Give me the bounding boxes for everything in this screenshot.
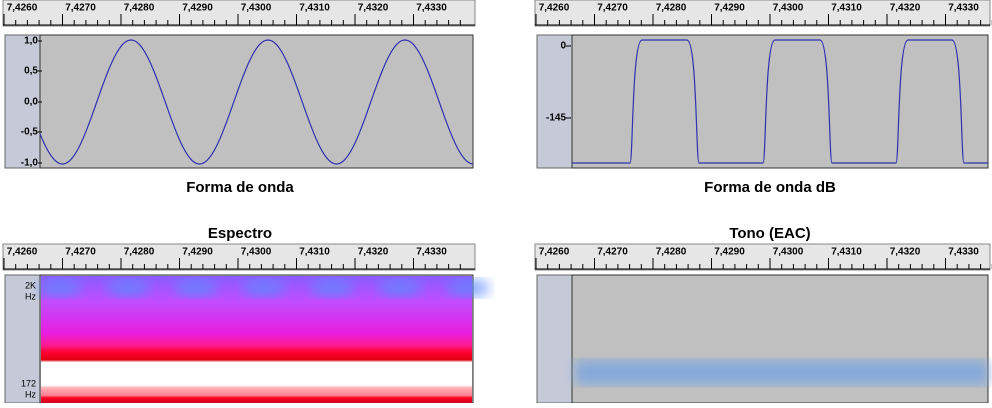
ruler-label: 7,4290: [714, 3, 745, 14]
ruler-label: 7,4270: [65, 3, 96, 14]
ruler-label: 7,4320: [358, 247, 389, 258]
track-plot: [571, 34, 989, 169]
ruler-label: 7,4260: [7, 247, 38, 258]
caption: Espectro: [208, 225, 272, 242]
ruler-label: 7,4280: [656, 247, 687, 258]
ruler-label: 7,4310: [831, 247, 862, 258]
track-label-area: [4, 34, 41, 169]
spectrum-blob: [378, 279, 422, 297]
ruler-label: 7,4330: [948, 247, 979, 258]
spectrum-blob: [446, 279, 490, 297]
y-label: 0: [560, 41, 566, 52]
pitch-band: [575, 360, 988, 385]
ruler-label: 7,4300: [773, 247, 804, 258]
ruler-label: 7,4260: [539, 247, 570, 258]
y-label: Hz: [25, 389, 36, 399]
ruler-label: 7,4280: [124, 3, 155, 14]
ruler-label: 7,4260: [7, 3, 38, 14]
y-label: 1,0: [24, 36, 38, 47]
y-label: -145: [546, 113, 566, 124]
ruler: [534, 243, 991, 271]
y-label: Hz: [25, 291, 36, 301]
ruler-label: 7,4290: [182, 247, 213, 258]
spectrum-blob: [174, 279, 218, 297]
y-label: 0,5: [24, 66, 38, 77]
y-label: 2K: [25, 280, 36, 290]
caption: Forma de onda dB: [704, 179, 836, 196]
ruler-label: 7,4300: [773, 3, 804, 14]
caption: Forma de onda: [186, 179, 294, 196]
ruler-label: 7,4270: [65, 247, 96, 258]
y-label: 0,0: [24, 97, 38, 108]
y-label: -0,5: [21, 127, 39, 138]
y-label: 172: [21, 378, 36, 388]
ruler-label: 7,4300: [241, 3, 272, 14]
ruler-label: 7,4300: [241, 247, 272, 258]
ruler-label: 7,4270: [597, 3, 628, 14]
ruler-label: 7,4320: [890, 247, 921, 258]
ruler-label: 7,4270: [597, 247, 628, 258]
ruler-label: 7,4290: [182, 3, 213, 14]
waveform: [39, 39, 474, 165]
y-label: -1,0: [21, 158, 39, 169]
ruler-label: 7,4280: [124, 247, 155, 258]
track-label-area: [536, 34, 573, 169]
ruler-label: 7,4310: [831, 3, 862, 14]
ruler-label: 7,4330: [416, 247, 447, 258]
spectrogram: [41, 276, 472, 403]
ruler-label: 7,4320: [890, 3, 921, 14]
ruler-label: 7,4290: [714, 247, 745, 258]
spectrum-blob: [310, 279, 354, 297]
spectrum-blob: [106, 279, 150, 297]
ruler-label: 7,4320: [358, 3, 389, 14]
ruler: [2, 243, 476, 271]
spectrum-blob: [242, 279, 286, 297]
spectrum-blob: [38, 279, 82, 297]
track-plot: [39, 34, 474, 169]
ruler-label: 7,4330: [948, 3, 979, 14]
ruler-label: 7,4310: [299, 3, 330, 14]
ruler: [534, 0, 991, 27]
ruler-label: 7,4310: [299, 247, 330, 258]
caption: Tono (EAC): [729, 225, 810, 242]
ruler-label: 7,4280: [656, 3, 687, 14]
ruler: [2, 0, 476, 27]
ruler-label: 7,4330: [416, 3, 447, 14]
waveform-db: [572, 39, 988, 164]
ruler-label: 7,4260: [539, 3, 570, 14]
track-label-area: [536, 274, 573, 404]
